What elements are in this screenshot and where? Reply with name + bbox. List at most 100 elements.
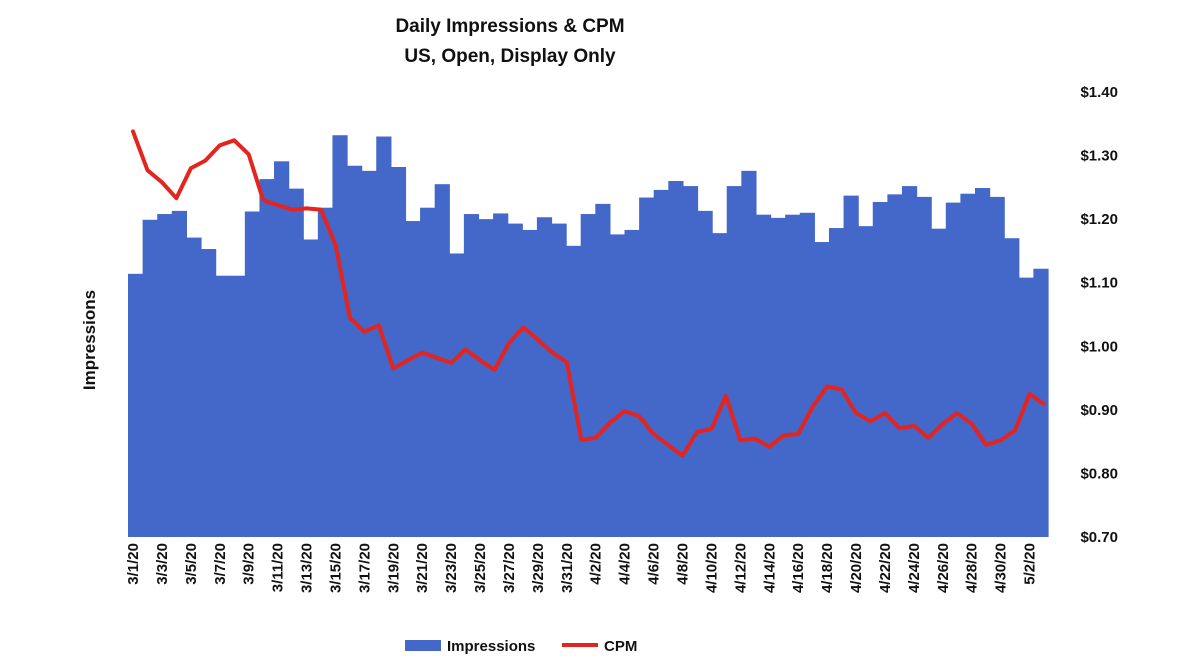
x-axis-tick-label: 4/30/20 xyxy=(993,543,1010,593)
x-axis-tick-label: 4/12/20 xyxy=(732,543,749,593)
impressions-bar xyxy=(201,249,217,537)
impressions-bar xyxy=(595,203,611,537)
impressions-bar xyxy=(347,165,363,538)
impressions-bar xyxy=(215,275,231,537)
right-axis-tick-label: $1.30 xyxy=(1080,148,1118,165)
impressions-bar xyxy=(1018,277,1034,537)
x-axis-tick-label: 4/6/20 xyxy=(646,543,663,585)
impressions-bar xyxy=(887,194,903,537)
impressions-bar xyxy=(230,275,246,537)
impressions-bar xyxy=(449,253,465,537)
right-axis-tick-label: $0.80 xyxy=(1080,465,1118,482)
impressions-bar xyxy=(872,201,888,538)
cpm-line xyxy=(131,129,1046,458)
impressions-bar xyxy=(814,242,830,537)
impressions-bar xyxy=(901,186,918,537)
impressions-bar xyxy=(989,196,1005,537)
impressions-bar xyxy=(493,213,509,538)
impressions-bar xyxy=(960,193,976,537)
x-axis-tick-label: 3/29/20 xyxy=(530,543,547,593)
impressions-bar xyxy=(317,207,334,537)
impressions-bar xyxy=(142,219,158,537)
impressions-bar xyxy=(843,195,859,537)
impressions-bar xyxy=(682,186,699,537)
x-axis-tick-label: 4/26/20 xyxy=(935,543,952,593)
x-axis-tick-label: 4/14/20 xyxy=(761,543,778,593)
impressions-bar xyxy=(741,170,757,537)
x-axis-tick-label: 3/13/20 xyxy=(299,543,316,593)
x-axis-tick-label: 4/4/20 xyxy=(617,543,634,585)
x-axis-tick-label: 4/22/20 xyxy=(877,543,894,593)
x-axis-tick-label: 4/28/20 xyxy=(964,543,981,593)
x-axis-tick-label: 5/2/20 xyxy=(1022,543,1039,585)
right-axis-ticks: $0.70 $0.80 $0.90 $1.00 $1.10 $1.20 $1.30 $1.40 xyxy=(1080,84,1118,546)
impressions-bar xyxy=(945,202,961,538)
y-axis-title-left: Impressions xyxy=(80,290,99,390)
x-axis-tick-label: 4/2/20 xyxy=(588,543,605,585)
right-axis-tick-label: $1.20 xyxy=(1080,211,1118,228)
impressions-bar xyxy=(1004,238,1020,537)
impressions-bar xyxy=(828,228,845,538)
chart-subtitle: US, Open, Display Only xyxy=(404,46,616,67)
impressions-bar xyxy=(244,211,261,537)
x-axis-tick-label: 3/1/20 xyxy=(125,543,142,585)
impressions-bar xyxy=(639,197,655,537)
x-axis-tick-label: 3/23/20 xyxy=(443,543,460,593)
x-axis-tick-label: 4/8/20 xyxy=(674,543,691,585)
impressions-bar xyxy=(536,217,553,538)
legend-swatch-impressions xyxy=(405,640,441,651)
legend-label-impressions: Impressions xyxy=(447,638,535,655)
x-axis-tick-label: 3/7/20 xyxy=(212,543,229,585)
right-axis-tick-label: $1.40 xyxy=(1080,84,1118,101)
impressions-bar xyxy=(974,187,991,538)
impressions-bar xyxy=(858,226,874,537)
impressions-bar xyxy=(697,210,713,537)
impressions-bar xyxy=(755,214,772,537)
impressions-bar xyxy=(171,210,188,537)
impressions-bar xyxy=(332,135,348,538)
impressions-bar xyxy=(668,181,684,537)
impressions-bar xyxy=(799,212,815,538)
impressions-bar xyxy=(288,188,304,537)
right-axis-tick-label: $0.70 xyxy=(1080,529,1118,546)
x-axis-tick-label: 4/18/20 xyxy=(819,543,836,593)
impressions-bar xyxy=(361,170,377,537)
impressions-bar xyxy=(624,229,640,537)
x-axis-tick-label: 4/20/20 xyxy=(848,543,865,593)
impressions-bar xyxy=(390,167,407,537)
impressions-bar xyxy=(463,214,480,537)
impressions-bar xyxy=(916,196,932,537)
right-axis-tick-label: $1.00 xyxy=(1080,338,1118,355)
impressions-bar xyxy=(274,161,290,538)
impressions-bar xyxy=(653,189,669,537)
impressions-bar xyxy=(726,186,742,537)
legend-label-cpm: CPM xyxy=(604,638,637,655)
right-axis-tick-label: $0.90 xyxy=(1080,402,1118,419)
impressions-bar xyxy=(128,273,144,537)
x-axis-tick-label: 3/3/20 xyxy=(154,543,171,585)
impressions-bar xyxy=(580,214,596,537)
impressions-bar xyxy=(785,214,801,537)
x-axis-tick-label: 3/21/20 xyxy=(414,543,431,593)
x-axis-tick-label: 3/25/20 xyxy=(472,543,489,593)
x-axis-tick-label: 3/19/20 xyxy=(385,543,402,593)
impressions-bar xyxy=(522,229,538,537)
x-axis-tick-label: 3/11/20 xyxy=(270,543,287,592)
x-axis-ticks: 3/1/20 3/3/20 3/5/20 3/7/20 3/9/20 3/11/20 3/1… xyxy=(125,543,1039,593)
x-axis-tick-label: 3/27/20 xyxy=(501,543,518,593)
x-axis-tick-label: 4/10/20 xyxy=(703,543,720,593)
impressions-bar xyxy=(303,239,319,538)
impressions-bar xyxy=(609,234,626,537)
impressions-bar xyxy=(507,223,523,537)
impressions-bar xyxy=(186,237,202,537)
bars-layer xyxy=(128,135,1049,538)
impressions-bar xyxy=(931,228,947,537)
chart-title: Daily Impressions & CPM xyxy=(395,16,624,37)
impressions-bar xyxy=(551,223,567,537)
impressions-bar xyxy=(770,217,786,537)
x-axis-tick-label: 3/17/20 xyxy=(356,543,373,593)
impressions-bar xyxy=(420,207,436,537)
impressions-bar xyxy=(405,221,421,538)
